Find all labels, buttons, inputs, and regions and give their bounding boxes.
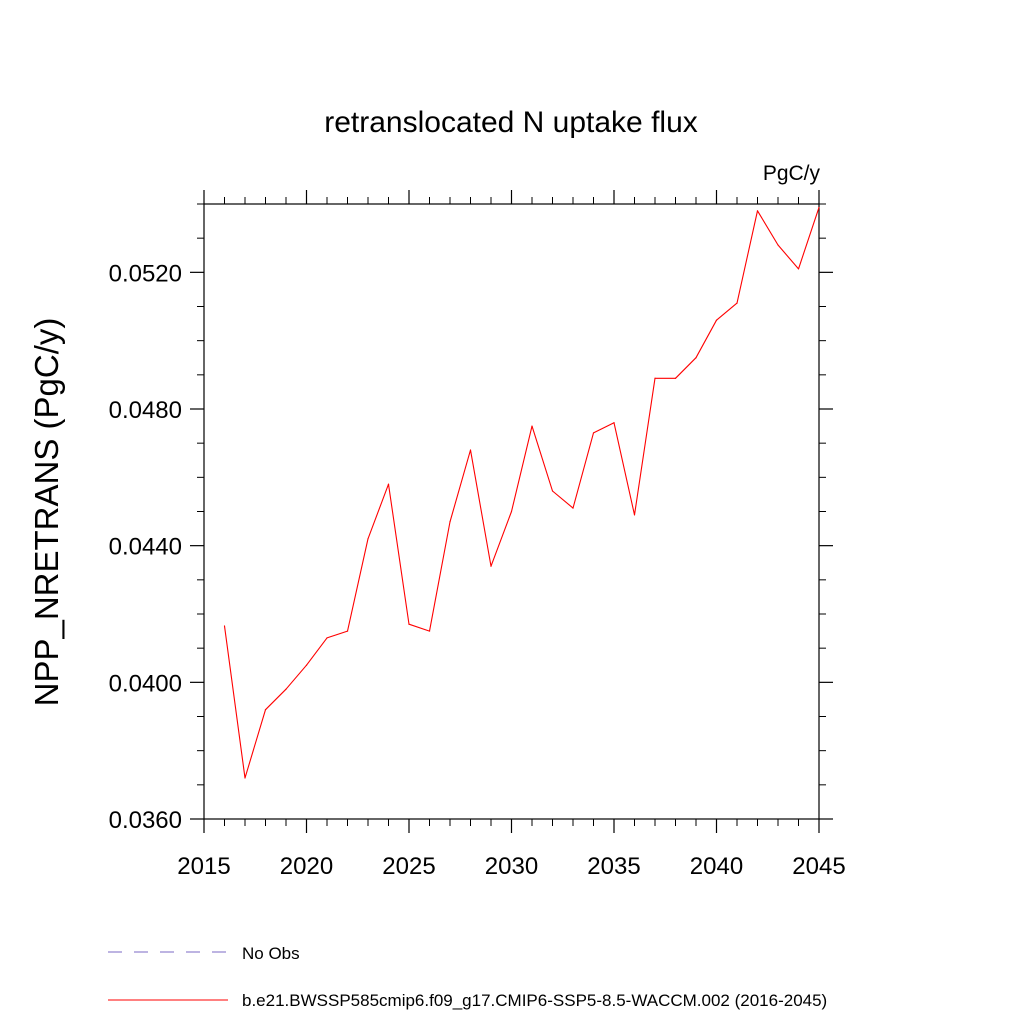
tick-labels: 2015 2020 2025 2030 2035 2040 2045 0.0360 0.0400…	[109, 260, 846, 880]
data-point	[408, 623, 410, 625]
legend-label-no-obs: No Obs	[242, 944, 300, 963]
data-point	[305, 664, 308, 666]
data-point	[244, 777, 246, 779]
data-point	[818, 206, 820, 209]
data-point	[387, 483, 390, 485]
data-point	[264, 709, 267, 711]
data-point	[285, 688, 287, 690]
data-point	[490, 565, 492, 567]
plot-frame	[203, 203, 820, 820]
x-tick-label: 2020	[280, 853, 333, 880]
x-tick-label: 2025	[382, 853, 435, 880]
y-tick-label: 0.0440	[109, 534, 182, 561]
data-point	[715, 319, 718, 321]
x-tick-label: 2045	[792, 853, 845, 880]
data-point	[469, 449, 472, 451]
legend-label-model-run: b.e21.BWSSP585cmip6.f09_g17.CMIP6-SSP5-8…	[242, 991, 827, 1010]
data-point	[346, 630, 349, 632]
series-layer	[223, 206, 820, 779]
data-point	[756, 210, 759, 212]
chart-title: retranslocated N uptake flux	[324, 106, 698, 139]
series-line-0	[223, 207, 820, 779]
data-point	[613, 422, 615, 424]
data-point	[510, 510, 513, 513]
data-point	[428, 630, 431, 632]
x-tick-label: 2040	[690, 853, 743, 880]
axis-ticks	[190, 190, 833, 833]
data-point	[572, 507, 574, 509]
y-tick-label: 0.0400	[109, 670, 182, 697]
data-point	[592, 432, 595, 434]
y-tick-label: 0.0480	[109, 397, 182, 424]
data-point	[797, 268, 800, 270]
data-point	[736, 302, 738, 304]
y-axis-label: NPP_NRETRANS (PgC/y)	[28, 318, 65, 707]
legend: No Obs b.e21.BWSSP585cmip6.f09_g17.CMIP6…	[108, 944, 827, 1010]
x-tick-label: 2015	[177, 853, 230, 880]
data-point	[777, 244, 779, 246]
data-point	[223, 625, 226, 627]
y-tick-label: 0.0360	[109, 807, 182, 834]
x-tick-label: 2035	[587, 853, 640, 880]
data-point	[531, 425, 533, 427]
data-point	[367, 538, 369, 540]
y-tick-label: 0.0520	[109, 260, 182, 287]
data-point	[551, 490, 554, 492]
data-point	[695, 357, 697, 359]
data-point	[674, 377, 677, 379]
x-tick-label: 2030	[485, 853, 538, 880]
data-point	[326, 637, 328, 639]
data-point	[654, 377, 656, 379]
data-point	[449, 521, 451, 523]
data-point	[633, 514, 636, 516]
units-label: PgC/y	[763, 162, 821, 185]
